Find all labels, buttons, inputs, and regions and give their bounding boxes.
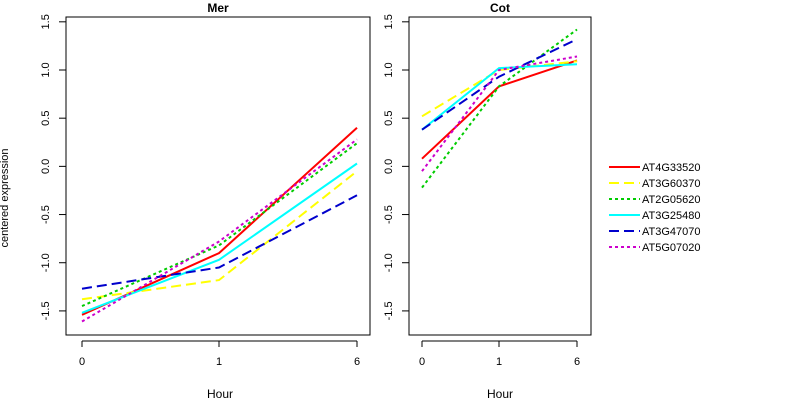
x-axis: 0 1 6 xyxy=(79,340,360,368)
series-line-at5g07020 xyxy=(81,138,358,323)
y-tick-label: 1.0 xyxy=(40,62,52,77)
y-tick-label: 1.5 xyxy=(383,14,395,29)
x-tick-label: 6 xyxy=(574,356,580,368)
series-line-at3g60370 xyxy=(421,60,578,118)
x-axis-label: Hour xyxy=(487,387,513,400)
y-tick-label: 0.0 xyxy=(40,159,52,174)
series-line-at5g07020 xyxy=(421,55,578,172)
y-axis: -1.5 -1.0 -0.5 0.0 0.5 1.0 1.5 xyxy=(40,14,66,320)
y-axis-label: centered expression xyxy=(0,148,11,247)
series-line-at3g25480 xyxy=(81,162,358,314)
y-tick-label: -1.0 xyxy=(40,253,52,272)
y-tick-label: 0.5 xyxy=(383,111,395,126)
y-axis: -1.5 -1.0 -0.5 0.0 0.5 1.0 1.5 xyxy=(383,14,409,320)
panel-title: Mer xyxy=(207,1,229,15)
y-tick-label: 0.5 xyxy=(40,111,52,126)
plot-area-frame xyxy=(408,16,592,336)
x-axis: 0 1 6 xyxy=(419,340,580,368)
series-lines xyxy=(81,127,358,323)
panel-title: Cot xyxy=(490,1,510,15)
y-tick-label: -1.5 xyxy=(40,301,52,320)
x-axis-label: Hour xyxy=(207,387,233,400)
x-tick-label: 0 xyxy=(79,356,85,368)
series-line-at2g05620 xyxy=(421,28,578,189)
legend: AT4G33520 AT3G60370 AT2G05620 AT3G25480 AT3G… xyxy=(609,162,701,254)
legend-label: AT3G25480 xyxy=(642,210,701,222)
series-line-at4g33520 xyxy=(421,59,578,160)
legend-label: AT4G33520 xyxy=(642,162,701,174)
y-tick-label: 1.0 xyxy=(383,62,395,77)
plot-area-frame xyxy=(65,16,371,336)
series-line-at3g47070 xyxy=(421,38,578,131)
y-tick-label: 1.5 xyxy=(40,14,52,29)
y-tick-label: -1.5 xyxy=(383,301,395,320)
series-line-at3g60370 xyxy=(81,170,358,301)
x-tick-label: 1 xyxy=(216,356,222,368)
legend-label: AT2G05620 xyxy=(642,194,701,206)
series-line-at3g47070 xyxy=(81,194,358,290)
series-line-at4g33520 xyxy=(81,127,358,316)
panel-mer: Mer Hour -1.5 -1.0 -0.5 0.0 0.5 1.0 1.5 0 1 6 xyxy=(40,1,371,401)
y-tick-label: -0.5 xyxy=(383,205,395,224)
legend-label: AT3G60370 xyxy=(642,178,701,190)
x-tick-label: 0 xyxy=(419,356,425,368)
y-tick-label: 0.0 xyxy=(383,159,395,174)
legend-label: AT3G47070 xyxy=(642,226,701,238)
panel-cot: Cot Hour -1.5 -1.0 -0.5 0.0 0.5 1.0 1.5 0 1 6 xyxy=(383,1,592,401)
y-tick-label: -1.0 xyxy=(383,253,395,272)
series-line-at2g05620 xyxy=(81,142,358,308)
x-tick-label: 1 xyxy=(496,356,502,368)
series-line-at3g25480 xyxy=(421,63,578,131)
x-tick-label: 6 xyxy=(354,356,360,368)
y-tick-label: -0.5 xyxy=(40,205,52,224)
series-lines xyxy=(421,28,578,189)
legend-label: AT5G07020 xyxy=(642,242,701,254)
